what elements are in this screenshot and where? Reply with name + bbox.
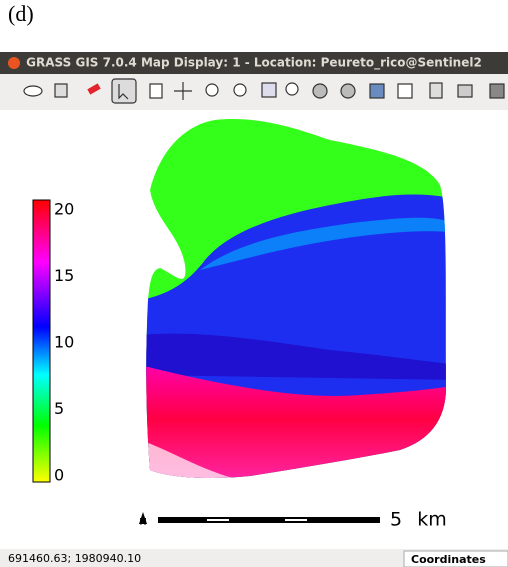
icon-zoom-box[interactable] — [262, 83, 276, 97]
window-title: GRASS GIS 7.0.4 Map Display: 1 - Locatio… — [26, 56, 482, 71]
scale-distance: 5 — [390, 509, 402, 531]
icon-zoom-region[interactable] — [313, 84, 327, 98]
icon-export[interactable] — [430, 83, 442, 98]
icon-render[interactable] — [55, 84, 67, 97]
legend-label: 15 — [54, 266, 74, 285]
legend-colorbar — [33, 200, 50, 482]
scale-bar-segment — [285, 519, 307, 521]
legend-label: 5 — [54, 399, 64, 418]
scale-bar-segment — [207, 519, 229, 521]
raster-map — [140, 110, 460, 500]
status-mode: Coordinates — [411, 553, 486, 566]
icon-zoom-out[interactable] — [234, 84, 246, 96]
close-button[interactable] — [8, 57, 20, 69]
scale-bar — [158, 517, 380, 523]
icon-zoom-saved[interactable] — [341, 84, 355, 98]
figure-label: (d) — [8, 1, 34, 26]
north-label: N — [139, 518, 147, 528]
scale-unit: km — [417, 509, 447, 531]
legend-label: 0 — [54, 466, 64, 485]
north-arrow: N — [139, 512, 147, 528]
status-coordinates: 691460.63; 1980940.10 — [8, 552, 141, 565]
legend-label: 20 — [54, 200, 74, 219]
page: (d) GRASS GIS 7.0.4 Map Display: 1 - Loc… — [0, 0, 508, 567]
legend-label: 10 — [54, 333, 74, 352]
icon-print[interactable] — [490, 84, 504, 98]
icon-analyze[interactable] — [370, 84, 384, 98]
icon-zoom-back[interactable] — [286, 83, 298, 95]
icon-save[interactable] — [458, 85, 472, 97]
icon-display[interactable] — [24, 86, 42, 96]
icon-pointer[interactable] — [112, 79, 136, 103]
icon-query[interactable] — [150, 84, 162, 98]
icon-zoom-in[interactable] — [206, 84, 218, 96]
screenshot: (d) GRASS GIS 7.0.4 Map Display: 1 - Loc… — [0, 0, 508, 567]
legend-labels: 20 15 10 5 0 — [54, 200, 74, 485]
icon-decorations[interactable] — [398, 84, 412, 98]
